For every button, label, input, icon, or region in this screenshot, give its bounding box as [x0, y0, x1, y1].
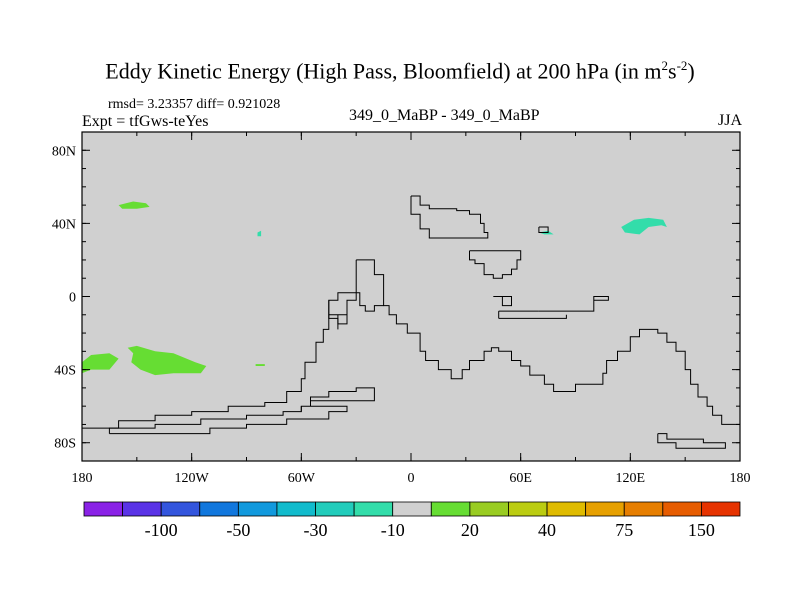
colorbar-label: -10 — [381, 520, 405, 540]
colorbar-label: 150 — [688, 520, 715, 540]
coastline-14 — [657, 433, 726, 449]
x-tick-label: 120W — [175, 471, 210, 486]
coastline-6 — [108, 387, 375, 435]
coastline-5 — [346, 259, 357, 315]
colorbar-swatch — [122, 501, 162, 517]
colorbar-swatch — [585, 501, 625, 517]
colorbar-swatch — [276, 501, 316, 517]
colorbar-swatch — [160, 501, 201, 517]
colorbar-swatch — [623, 501, 664, 517]
colorbar-swatch — [353, 501, 394, 517]
coastline-13 — [538, 226, 549, 233]
x-tick-label: 180 — [730, 471, 751, 486]
y-tick-label: 80N — [52, 144, 76, 159]
colorbar-swatch — [83, 501, 123, 517]
x-tick-label: 180 — [72, 471, 93, 486]
y-tick-label: 40S — [54, 364, 76, 379]
colorbar-swatch — [662, 501, 702, 517]
experiment-label: Expt = tfGws-teYes — [82, 113, 209, 130]
stats-label: rmsd= 3.23357 diff= 0.921028 — [108, 97, 281, 112]
small-low-1-region — [257, 230, 262, 237]
plot-background — [82, 132, 740, 461]
colorbar-label: -30 — [304, 520, 328, 540]
coastline-0 — [410, 195, 489, 239]
colorbar-swatch — [237, 501, 278, 517]
small-high-south-region — [255, 364, 265, 366]
x-tick-label: 60E — [509, 471, 532, 486]
colorbar-swatch — [701, 501, 741, 517]
colorbar-swatch — [315, 501, 355, 517]
colorbar-swatch — [392, 501, 432, 517]
coastline-2 — [356, 259, 740, 425]
south-pacific-high-east-region — [127, 345, 207, 376]
colorbar-swatch — [430, 501, 471, 517]
north-pacific-low-region — [621, 217, 667, 235]
colorbar-label: 20 — [461, 520, 479, 540]
coastline-8 — [493, 296, 512, 307]
south-pacific-high-west-region — [82, 353, 119, 374]
colorbar-label: -50 — [226, 520, 250, 540]
north-atlantic-high-region — [118, 201, 150, 209]
y-tick-label: 40N — [52, 217, 76, 232]
colorbar-swatch — [199, 501, 239, 517]
chart-title: Eddy Kinetic Energy (High Pass, Bloomfie… — [105, 58, 695, 84]
coastline-1 — [469, 250, 522, 279]
x-tick-label: 120E — [616, 471, 646, 486]
x-tick-label: 60W — [288, 471, 316, 486]
colorbar-swatch — [546, 501, 587, 517]
coastline-3 — [82, 292, 384, 429]
colorbar-swatch — [508, 501, 548, 517]
colorbar-label: 75 — [615, 520, 633, 540]
colorbar-label: -100 — [145, 520, 178, 540]
season-label: JJA — [718, 112, 743, 129]
x-tick-label: 0 — [408, 471, 415, 486]
y-tick-label: 0 — [69, 291, 76, 306]
colorbar-swatch — [469, 501, 509, 517]
coastline-9 — [538, 296, 609, 312]
center-label: 349_0_MaBP - 349_0_MaBP — [349, 107, 540, 124]
coastline-12 — [498, 314, 567, 319]
colorbar-label: 40 — [538, 520, 556, 540]
y-tick-label: 80S — [54, 437, 76, 452]
